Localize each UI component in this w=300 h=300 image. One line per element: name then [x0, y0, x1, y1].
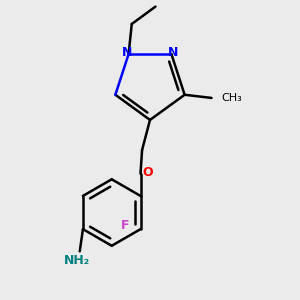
- Text: F: F: [121, 220, 130, 232]
- Text: N: N: [122, 46, 132, 59]
- Text: CH₃: CH₃: [222, 93, 242, 103]
- Text: O: O: [142, 166, 153, 179]
- Text: NH₂: NH₂: [64, 254, 90, 267]
- Text: N: N: [168, 46, 178, 59]
